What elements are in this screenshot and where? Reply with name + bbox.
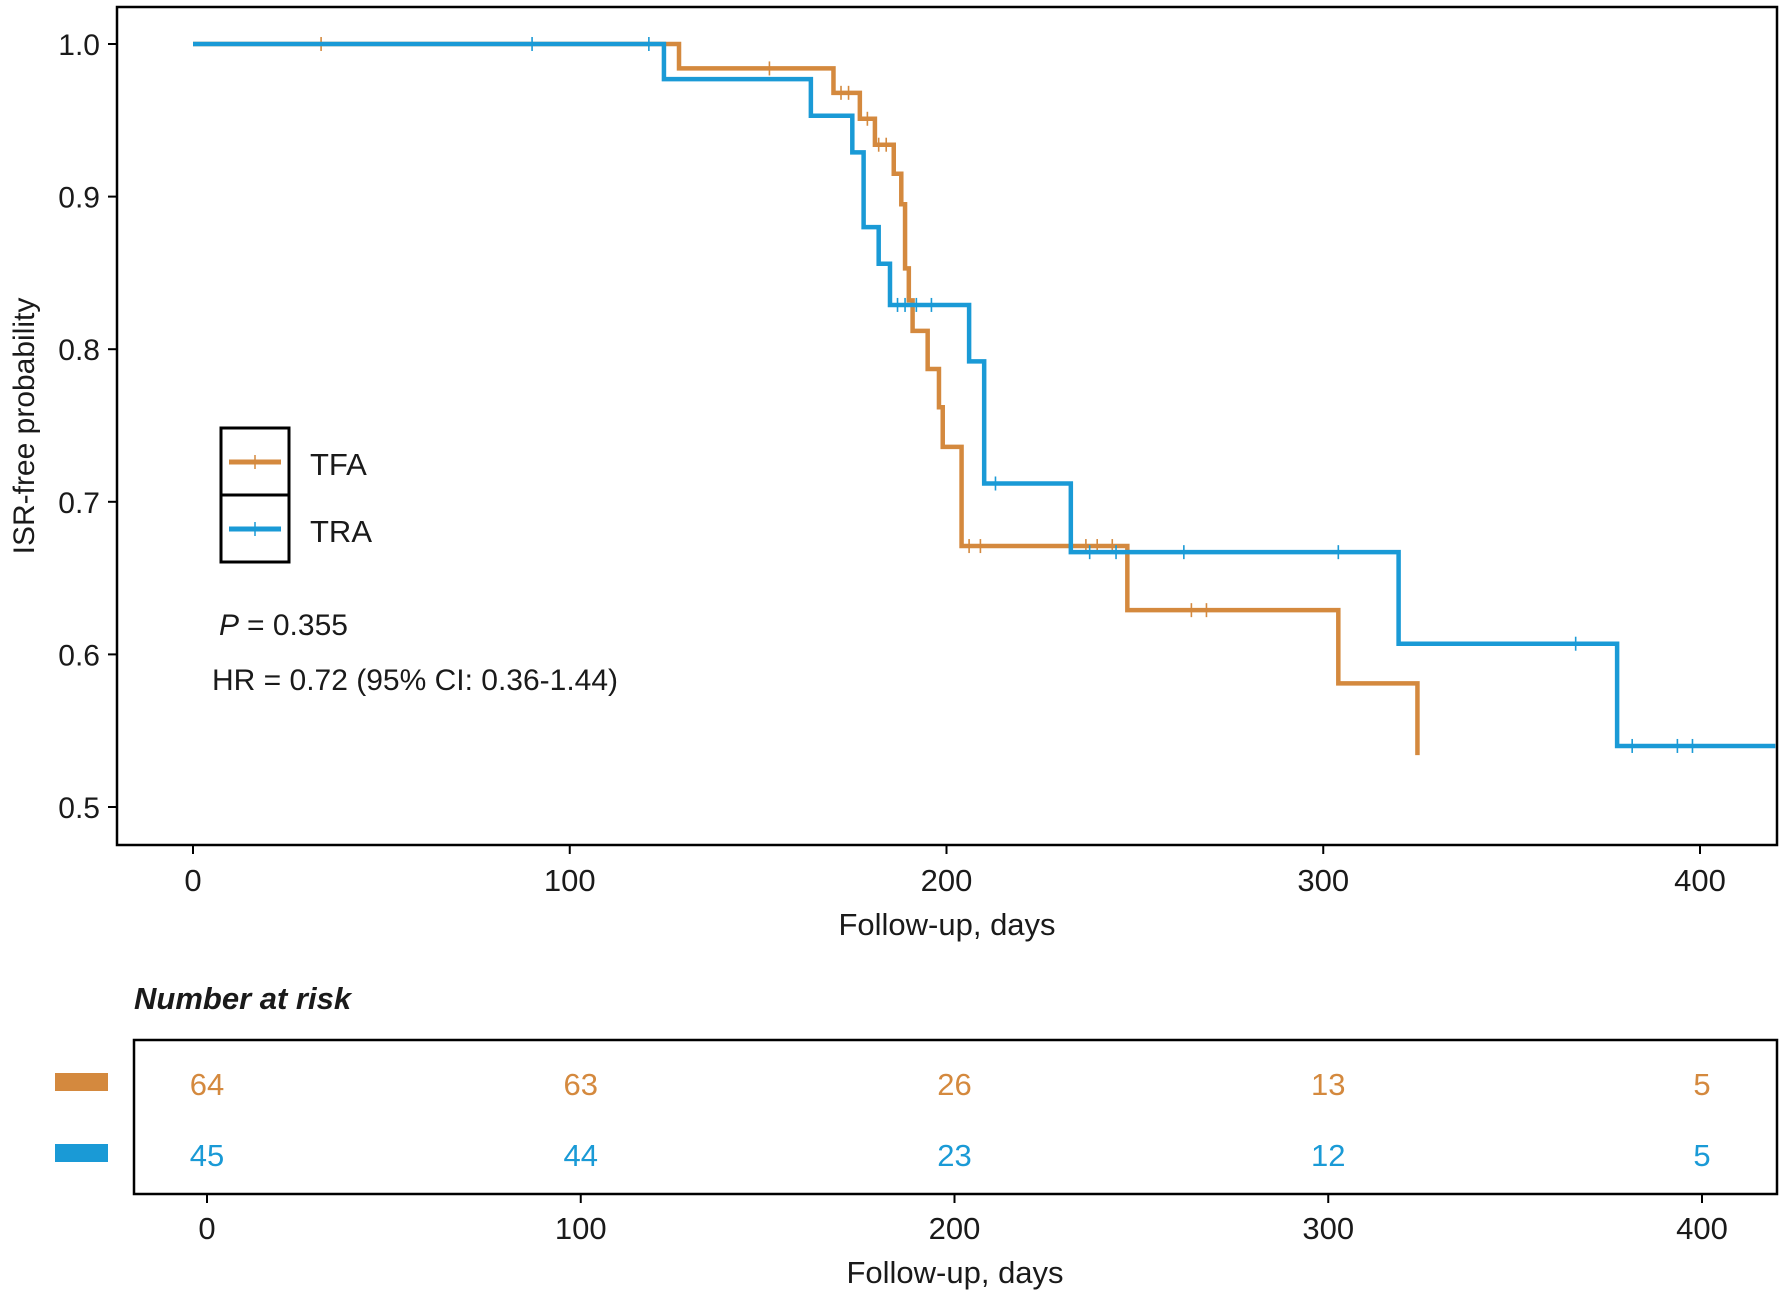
risk-table: Number at risk 64 63 26 13 5 45 44 23 12 5 0 100 20… — [55, 981, 1779, 1290]
x-tick-label: 300 — [1297, 863, 1349, 898]
risk-value-tfa: 5 — [1693, 1067, 1710, 1102]
risk-table-title: Number at risk — [134, 981, 353, 1016]
risk-value-tfa: 64 — [190, 1067, 224, 1102]
p-label: P — [219, 609, 239, 642]
x-tick-label: 200 — [921, 863, 973, 898]
y-tick-label: 0.8 — [58, 334, 100, 367]
x-axis: 0 100 200 300 400 — [184, 845, 1726, 898]
risk-x-axis: 0 100 200 300 400 — [198, 1194, 1728, 1246]
legend: TFA TRA — [219, 426, 372, 564]
risk-x-tick-label: 400 — [1676, 1211, 1728, 1246]
risk-value-tra: 5 — [1693, 1138, 1710, 1173]
x-tick-label: 100 — [544, 863, 596, 898]
risk-x-tick-label: 200 — [929, 1211, 981, 1246]
x-tick-label: 400 — [1674, 863, 1726, 898]
y-tick-label: 0.9 — [58, 182, 100, 215]
x-axis-label: Follow-up, days — [838, 907, 1055, 942]
y-tick-label: 1.0 — [58, 29, 100, 62]
risk-value-tfa: 13 — [1311, 1067, 1345, 1102]
p-value-annotation: P = 0.355 — [219, 609, 348, 642]
legend-label-tra: TRA — [310, 514, 372, 549]
risk-x-tick-label: 100 — [555, 1211, 607, 1246]
risk-values: 64 63 26 13 5 45 44 23 12 5 — [190, 1067, 1711, 1173]
y-tick-label: 0.6 — [58, 639, 100, 672]
risk-swatch-tra — [55, 1144, 108, 1162]
survival-curves — [193, 37, 1776, 756]
risk-value-tra: 23 — [937, 1138, 971, 1173]
risk-value-tfa: 26 — [937, 1067, 971, 1102]
risk-x-axis-label: Follow-up, days — [846, 1255, 1063, 1290]
hr-annotation: HR = 0.72 (95% CI: 0.36-1.44) — [212, 664, 618, 697]
p-value: = 0.355 — [247, 609, 348, 642]
km-plot: 0.5 0.6 0.7 0.8 0.9 1.0 0 100 200 300 400 ISR-fre… — [8, 5, 1779, 942]
risk-value-tra: 45 — [190, 1138, 224, 1173]
plot-frame — [115, 5, 1779, 847]
risk-x-tick-label: 0 — [198, 1211, 215, 1246]
risk-swatch-tfa — [55, 1073, 108, 1091]
risk-value-tra: 12 — [1311, 1138, 1345, 1173]
risk-value-tra: 44 — [564, 1138, 598, 1173]
x-tick-label: 0 — [184, 863, 201, 898]
risk-x-tick-label: 300 — [1302, 1211, 1354, 1246]
km-curve-tra — [193, 41, 1776, 749]
legend-label-tfa: TFA — [310, 447, 367, 482]
risk-value-tfa: 63 — [564, 1067, 598, 1102]
y-tick-label: 0.7 — [58, 487, 100, 520]
y-axis-label: ISR-free probability — [8, 298, 41, 555]
y-axis: 0.5 0.6 0.7 0.8 0.9 1.0 — [58, 29, 117, 825]
y-tick-label: 0.5 — [58, 792, 100, 825]
km-curve-tfa — [193, 41, 1420, 756]
